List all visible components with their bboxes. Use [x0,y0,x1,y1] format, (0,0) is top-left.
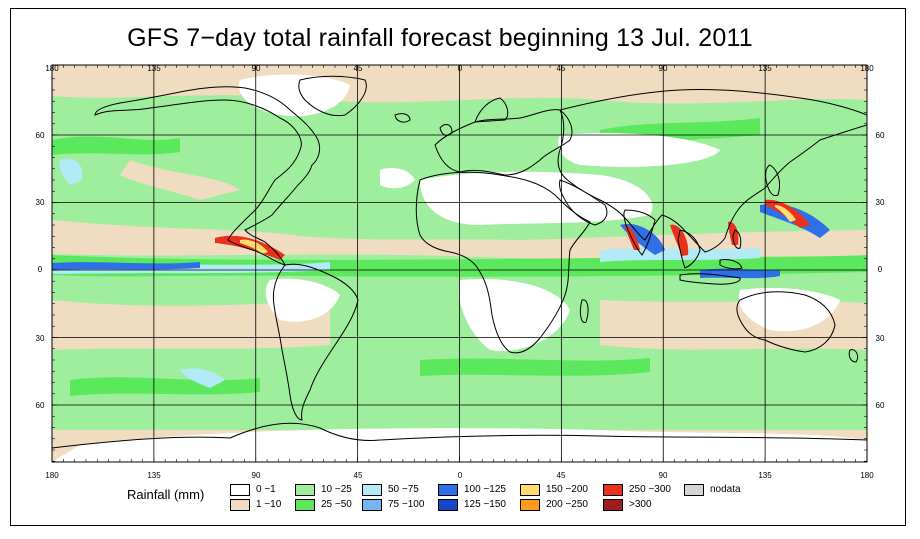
lon-label-bottom: 90 [252,471,261,480]
legend-label: 25 −50 [321,499,352,510]
legend-label: 10 −25 [321,484,352,495]
longitude-labels-top: 180 135 90 45 0 45 90 135 180 [45,64,874,73]
lon-label-bottom: 45 [354,471,363,480]
legend-label: 1 −10 [256,499,282,510]
lon-label-top: 135 [147,64,161,73]
legend-swatch-150-200 [520,484,540,496]
lon-label-top: 180 [860,64,874,73]
lat-label-left: 60 [36,131,45,140]
lon-label-bottom: 180 [860,471,874,480]
lon-label-bottom: 90 [659,471,668,480]
lon-label-top: 135 [758,64,772,73]
lat-label-right: 60 [876,131,885,140]
coastlines [52,75,867,449]
lon-label-top: 90 [659,64,668,73]
legend-swatch-10-25 [295,484,315,496]
lat-label-left: 30 [36,198,45,207]
lat-label-right: 30 [876,198,885,207]
lon-label-top: 180 [45,64,59,73]
legend-label: 75 −100 [388,499,425,510]
lon-label-bottom: 45 [557,471,566,480]
lon-label-bottom: 180 [45,471,59,480]
lon-label-top: 45 [557,64,566,73]
legend-swatch-125-150 [438,499,458,511]
legend-title: Rainfall (mm) [127,487,205,502]
legend-swatch-nodata [684,484,704,496]
legend-swatch-25-50 [295,499,315,511]
lon-label-bottom: 135 [147,471,161,480]
legend-swatch-100-125 [438,484,458,496]
legend-label: 100 −125 [464,484,506,495]
latitude-labels-right: 60 30 0 30 60 [876,131,885,410]
legend-label: 0 −1 [256,484,276,495]
page-title: GFS 7−day total rainfall forecast beginn… [127,24,753,52]
legend-label: 250 −300 [629,484,671,495]
legend-swatch-over-300 [603,499,623,511]
lat-label-right: 30 [876,334,885,343]
legend-swatch-50-75 [362,484,382,496]
figure-frame [10,8,906,526]
longitude-labels-bottom: 180 135 90 45 0 45 90 135 180 [45,471,874,480]
lon-label-top: 90 [252,64,261,73]
legend-swatch-200-250 [520,499,540,511]
lat-label-left: 30 [36,334,45,343]
legend-swatch-75-100 [362,499,382,511]
rain-field-peak [240,205,796,254]
lat-label-left: 60 [36,401,45,410]
lat-label-right: 60 [876,401,885,410]
legend-swatch-1-10 [230,499,250,511]
lon-label-top: 45 [354,64,363,73]
legend-label: 50 −75 [388,484,419,495]
lon-label-bottom: 135 [758,471,772,480]
lon-label-top: 0 [458,64,463,73]
legend-label: 125 −150 [464,499,506,510]
map-field [52,65,867,462]
latitude-labels-left: 60 30 0 30 60 [36,131,45,410]
legend-swatch-250-300 [603,484,623,496]
legend-label: 150 −200 [546,484,588,495]
axis-ticks [51,65,868,462]
graticule [52,65,867,462]
lat-label-left: 0 [38,265,43,274]
legend-swatch-0-1 [230,484,250,496]
legend-label: >300 [629,499,652,510]
legend-label: nodata [710,484,741,495]
legend-label: 200 −250 [546,499,588,510]
lon-label-bottom: 0 [458,471,463,480]
lat-label-right: 0 [878,265,883,274]
